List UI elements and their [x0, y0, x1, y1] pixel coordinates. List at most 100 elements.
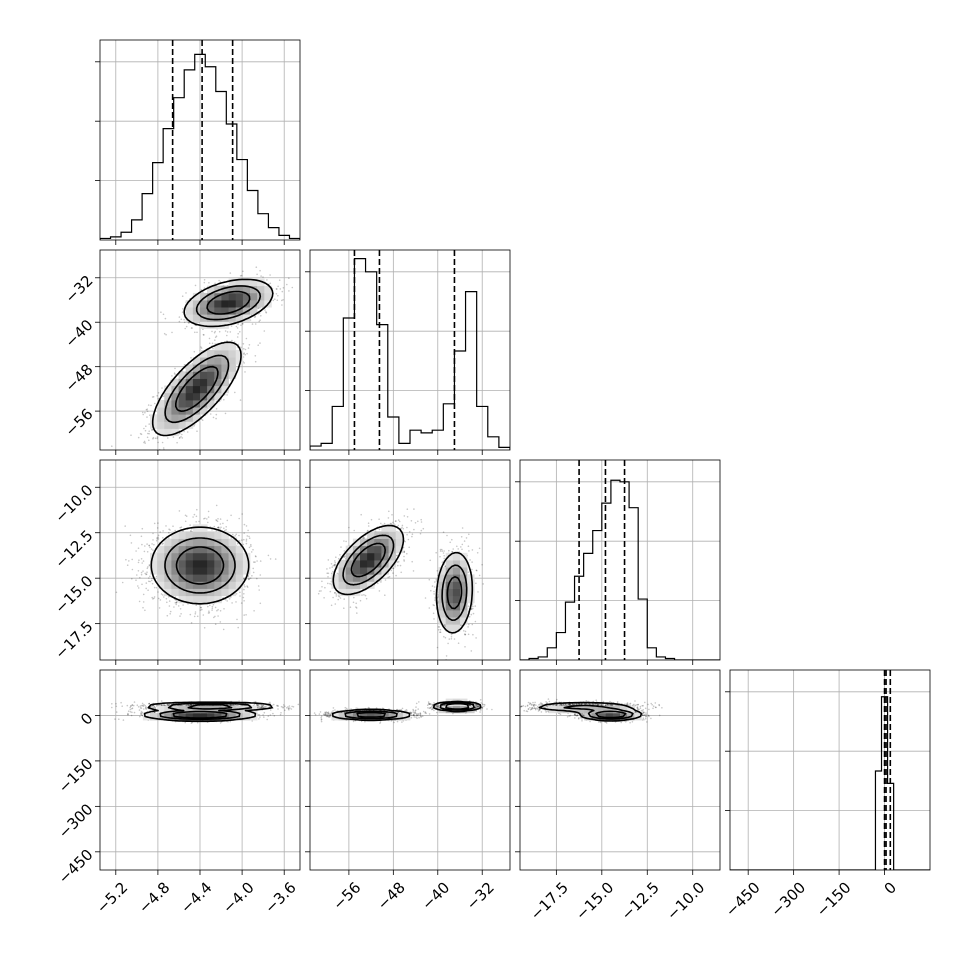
sample-point: [257, 585, 260, 587]
density-cell: [200, 364, 208, 372]
sample-point: [171, 331, 173, 334]
density-cell: [200, 292, 208, 301]
panel-frame: [309, 249, 511, 451]
sample-point: [213, 331, 216, 334]
sample-point: [243, 614, 245, 616]
sample-point: [137, 547, 140, 549]
sample-point: [137, 561, 140, 564]
sample-point: [153, 586, 156, 589]
sample-point: [269, 282, 272, 285]
density-cell: [257, 300, 265, 308]
sample-point: [196, 430, 198, 433]
sample-point: [178, 429, 181, 432]
sample-point: [219, 518, 222, 520]
sample-point: [140, 573, 143, 576]
sample-point: [152, 396, 155, 398]
sample-point: [208, 611, 211, 614]
sample-point: [214, 623, 217, 625]
sample-point: [207, 510, 210, 513]
sample-point: [213, 525, 216, 528]
sample-point: [189, 613, 192, 616]
sample-point: [238, 517, 240, 520]
sample-point: [195, 604, 197, 606]
sample-point: [259, 319, 261, 322]
sample-point: [259, 602, 262, 605]
sample-point: [226, 519, 229, 522]
density-cell: [214, 357, 222, 365]
histogram-panel-3: [725, 669, 931, 871]
sample-point: [143, 441, 145, 444]
density-cell: [228, 307, 237, 315]
sample-point: [161, 441, 164, 444]
sample-point: [256, 560, 258, 562]
density-cell: [157, 400, 165, 408]
sample-point: [142, 606, 144, 609]
density-cell: [214, 392, 222, 401]
density-cell: [228, 285, 237, 294]
sample-point: [244, 585, 246, 588]
sample-point: [245, 538, 248, 541]
density-cell: [200, 392, 208, 401]
sample-point: [242, 353, 245, 355]
sample-point: [214, 282, 216, 285]
sample-point: [174, 602, 177, 604]
sample-point: [139, 576, 141, 579]
sample-point: [126, 564, 129, 566]
sample-point: [152, 451, 154, 453]
density-cell: [171, 392, 179, 401]
density-cell: [221, 342, 229, 351]
sample-point: [236, 542, 239, 545]
density-cell: [157, 414, 165, 422]
sample-point: [247, 347, 250, 349]
sample-point: [162, 447, 165, 449]
sample-point: [152, 549, 154, 551]
scatter-panel-0-1: [99, 249, 301, 456]
sample-point: [180, 318, 183, 321]
sample-point: [159, 454, 161, 456]
sample-point: [143, 427, 145, 430]
density-cell: [185, 378, 194, 387]
sample-point: [277, 285, 279, 288]
sample-point: [135, 550, 137, 552]
sample-point: [166, 601, 168, 604]
sample-point: [218, 279, 220, 282]
sample-point: [237, 323, 239, 326]
sample-point: [137, 587, 140, 589]
sample-point: [257, 344, 260, 347]
sample-point: [152, 451, 154, 453]
density-cell: [214, 342, 222, 351]
sample-point: [282, 287, 285, 289]
density-cell: [207, 307, 215, 315]
sample-point: [137, 585, 139, 587]
sample-point: [162, 313, 165, 316]
sample-point: [183, 318, 185, 321]
sample-point: [242, 270, 244, 273]
density-cell: [207, 378, 215, 387]
sample-point: [243, 348, 245, 350]
density-cell: [214, 378, 222, 387]
sample-point: [168, 531, 170, 534]
sample-point: [254, 315, 257, 318]
sample-point: [236, 336, 239, 338]
sample-point: [217, 615, 219, 617]
sample-point: [149, 580, 151, 583]
sample-point: [195, 521, 197, 523]
sample-point: [247, 529, 249, 532]
density-cell: [228, 357, 237, 365]
sample-point: [182, 308, 184, 310]
sample-point: [138, 559, 140, 561]
sample-point: [224, 598, 227, 601]
sample-point: [245, 337, 248, 340]
sample-point: [253, 610, 255, 612]
sample-point: [150, 548, 153, 550]
density-cell: [164, 392, 172, 401]
scatter-panel-0-2: [99, 459, 301, 661]
sample-point: [215, 504, 218, 507]
sample-point: [203, 627, 206, 629]
density-cell: [228, 350, 237, 358]
sample-point: [181, 437, 184, 439]
sample-point: [239, 399, 242, 401]
sample-point: [201, 608, 203, 611]
sample-point: [185, 292, 187, 294]
sample-point: [179, 615, 181, 617]
